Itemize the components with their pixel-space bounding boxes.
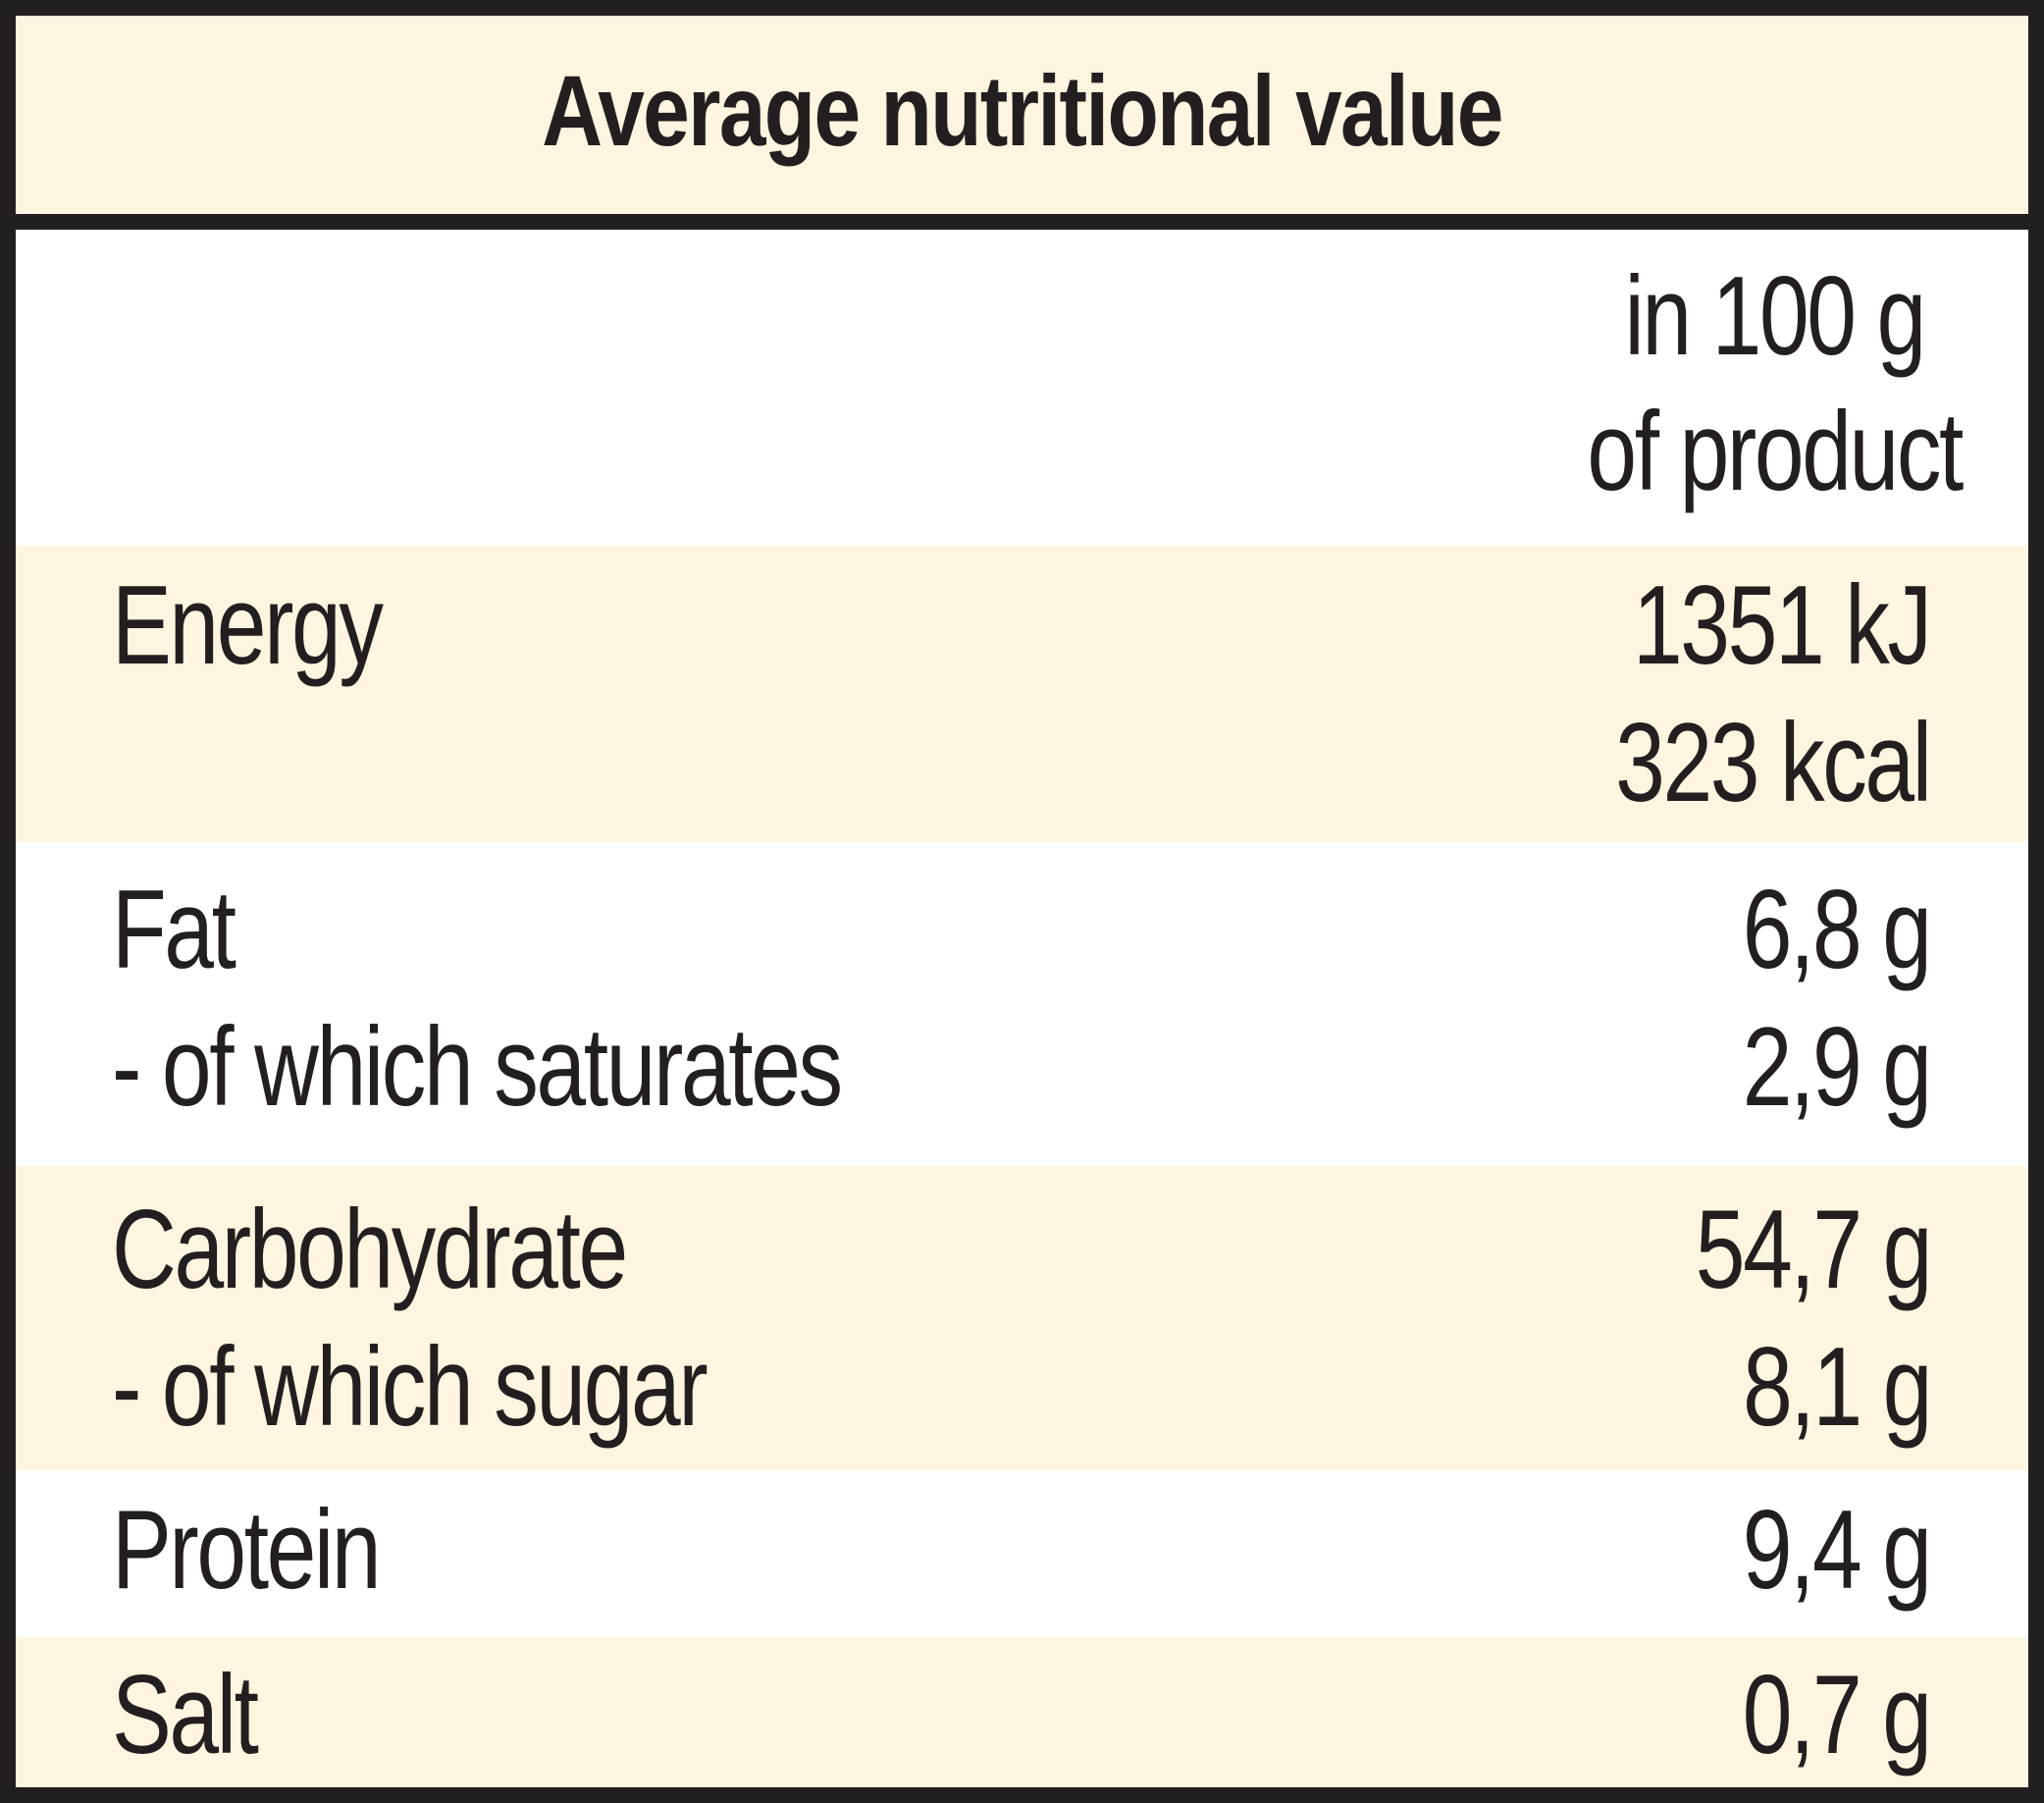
carbohydrate-label: Carbohydrate — [112, 1188, 628, 1312]
column-header-line1: in 100 g — [1624, 254, 1927, 379]
sugar-label: - of which sugar — [112, 1325, 708, 1450]
table-title: Average nutritional value — [542, 54, 1503, 167]
row-label-protein: Protein — [112, 1482, 382, 1619]
row-value-energy: 1351 kJ 323 kcal — [1615, 557, 1933, 832]
row-label-carbohydrate: Carbohydrate - of which sugar — [112, 1182, 708, 1457]
fat-value: 6,8 g — [1743, 868, 1932, 992]
salt-value: 0,7 g — [1743, 1653, 1932, 1777]
fat-label: Fat — [112, 868, 236, 992]
sugar-value: 8,1 g — [1743, 1325, 1932, 1450]
saturates-value: 2,9 g — [1743, 1005, 1932, 1130]
column-header: in 100 g of product — [1587, 249, 1964, 520]
table-row-protein: Protein 9,4 g — [16, 1470, 2028, 1637]
protein-value: 9,4 g — [1743, 1488, 1932, 1613]
protein-label: Protein — [112, 1488, 382, 1613]
row-value-carbohydrate: 54,7 g 8,1 g — [1695, 1182, 1933, 1457]
carbohydrate-value: 54,7 g — [1695, 1188, 1933, 1312]
row-value-salt: 0,7 g — [1743, 1647, 1932, 1784]
title-divider — [16, 214, 2028, 230]
table-title-bar: Average nutritional value — [16, 16, 2028, 214]
energy-kj-value: 1351 kJ — [1633, 563, 1932, 688]
row-label-energy: Energy — [112, 557, 384, 695]
table-row-fat: Fat - of which saturates 6,8 g 2,9 g — [16, 842, 2028, 1166]
row-value-fat: 6,8 g 2,9 g — [1743, 862, 1932, 1137]
table-row-carbohydrate: Carbohydrate - of which sugar 54,7 g 8,1… — [16, 1166, 2028, 1470]
table-row-salt: Salt 0,7 g — [16, 1637, 2028, 1787]
energy-label: Energy — [112, 563, 384, 688]
salt-label: Salt — [112, 1653, 259, 1777]
table-row-energy: Energy 1351 kJ 323 kcal — [16, 546, 2028, 842]
column-header-row: in 100 g of product — [16, 230, 2028, 546]
column-header-line2: of product — [1587, 390, 1964, 514]
energy-kcal-value: 323 kcal — [1615, 701, 1933, 825]
saturates-label: - of which saturates — [112, 1005, 843, 1130]
row-label-fat: Fat - of which saturates — [112, 862, 843, 1137]
row-label-salt: Salt — [112, 1647, 259, 1784]
row-value-protein: 9,4 g — [1743, 1482, 1932, 1619]
